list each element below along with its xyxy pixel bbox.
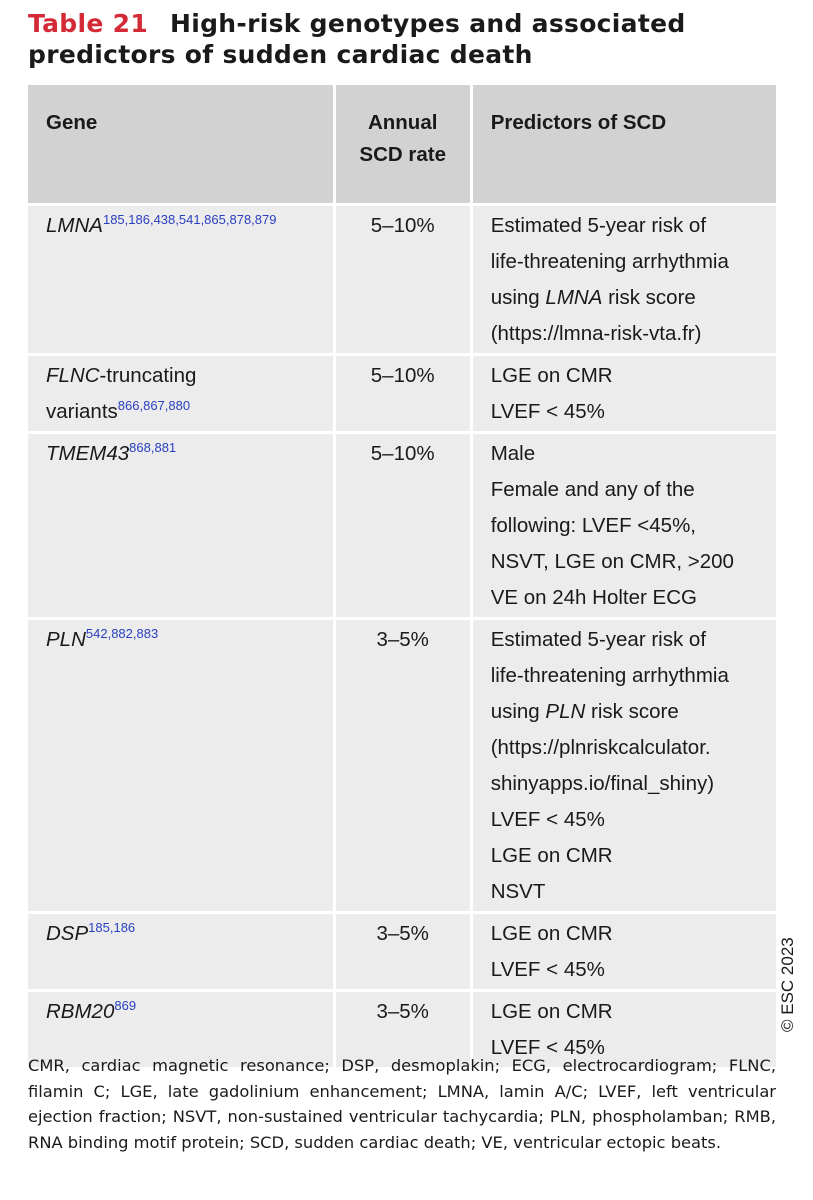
predictor-line: LGE on CMR (490, 364, 613, 387)
rate-cell: 5–10% (335, 206, 470, 353)
predictor-line: LVEF < 45% (490, 808, 605, 831)
references: 185,186 (88, 920, 136, 935)
table-row: TMEM43868,881 5–10% Male Female and any of … (28, 434, 776, 617)
rate-cell: 5–10% (335, 434, 470, 617)
predictor-line: (https://lmna-risk-vta.fr) (490, 322, 702, 345)
footnote: CMR, cardiac magnetic resonance; DSP, de… (28, 1056, 776, 1152)
predictor-line: Female and any of the (490, 478, 695, 501)
copyright: © ESC 2023 (778, 937, 797, 1032)
gene-cell: FLNC-truncating variants866,867,880 (28, 356, 333, 431)
predictor-line: LVEF < 45% (490, 400, 605, 423)
predictor-line: using LMNA risk score (491, 280, 758, 316)
gene-cell: TMEM43868,881 (28, 434, 333, 617)
references: 542,882,883 (85, 626, 159, 641)
genotype-table: Gene Annual SCD rate Predictors of SCD L… (25, 82, 779, 1070)
gene-cell: RBM20869 (28, 992, 333, 1067)
predictors-cell: LGE on CMR LVEF < 45% (472, 914, 776, 989)
predictors-cell: LGE on CMR LVEF < 45% (472, 992, 776, 1067)
table-body: LMNA185,186,438,541,865,878,879 5–10% Esti… (28, 206, 776, 1067)
references: 869 (114, 998, 137, 1013)
title-text: High-risk genotypes and associated predi… (28, 9, 686, 69)
table-row: PLN542,882,883 3–5% Estimated 5-year risk … (28, 620, 776, 911)
predictors-cell: Estimated 5-year risk of life-threatening… (472, 206, 776, 353)
header-cell: Annual SCD rate (335, 85, 470, 203)
predictor-line: Estimated 5-year risk of (490, 628, 707, 651)
rate-cell: 3–5% (335, 992, 470, 1067)
predictors-cell: Estimated 5-year risk of life-threatening… (472, 620, 776, 911)
predictor-line: using PLN risk score (491, 694, 758, 730)
rate-cell: 3–5% (335, 914, 470, 989)
predictor-segment: risk score (602, 286, 696, 309)
predictor-segment: using (490, 286, 546, 309)
predictor-segment: LMNA (545, 286, 603, 309)
predictor-line: LGE on CMR (490, 844, 613, 867)
references: 866,867,880 (117, 398, 191, 413)
table-label: Table 21 (28, 9, 149, 38)
table-row: DSP185,186 3–5% LGE on CMR LVEF < 45% (28, 914, 776, 989)
predictor-segment: using (490, 700, 546, 723)
header-row: Gene Annual SCD rate Predictors of SCD (28, 85, 776, 203)
predictor-line: LVEF < 45% (490, 1036, 605, 1059)
gene-name: FLNC (46, 364, 100, 387)
references: 868,881 (129, 440, 177, 455)
predictor-line: NSVT, LGE on CMR, >200 (490, 550, 734, 573)
predictor-line: VE on 24h Holter ECG (490, 586, 697, 609)
gene-name: RBM20 (46, 1000, 115, 1023)
table-row: FLNC-truncating variants866,867,880 5–10%… (28, 356, 776, 431)
predictor-line: LVEF < 45% (490, 958, 605, 981)
gene-cell: LMNA185,186,438,541,865,878,879 (28, 206, 333, 353)
predictor-segment: PLN (545, 700, 586, 723)
predictor-line: LGE on CMR (490, 922, 613, 945)
rate-cell: 5–10% (335, 356, 470, 431)
table-row: LMNA185,186,438,541,865,878,879 5–10% Esti… (28, 206, 776, 353)
predictors-cell: Male Female and any of the following: LVEF… (472, 434, 776, 617)
gene-name: LMNA (46, 214, 103, 237)
predictor-line: shinyapps.io/final_shiny) (490, 772, 715, 795)
header-cell: Gene (28, 85, 333, 203)
references: 185,186,438,541,865,878,879 (102, 212, 277, 227)
rate-cell: 3–5% (335, 620, 470, 911)
predictor-line: (https://plnriskcalculator. (490, 736, 711, 759)
gene-name: TMEM43 (46, 442, 130, 465)
gene-suffix: -truncating variants (46, 364, 197, 423)
predictors-cell: LGE on CMR LVEF < 45% (472, 356, 776, 431)
predictor-line: life-threatening arrhythmia (490, 250, 729, 273)
predictor-line: Male (490, 442, 536, 465)
predictor-line: NSVT (490, 880, 546, 903)
predictor-line: life-threatening arrhythmia (490, 664, 729, 687)
gene-cell: DSP185,186 (28, 914, 333, 989)
predictor-line: following: LVEF <45%, (490, 514, 697, 537)
header-cell: Predictors of SCD (472, 85, 776, 203)
predictor-line: Estimated 5-year risk of (490, 214, 707, 237)
table-row: RBM20869 3–5% LGE on CMR LVEF < 45% (28, 992, 776, 1067)
gene-name: DSP (46, 922, 89, 945)
predictor-line: LGE on CMR (490, 1000, 613, 1023)
table-title: Table 21 High-risk genotypes and associat… (28, 8, 778, 70)
predictor-segment: risk score (585, 700, 679, 723)
gene-cell: PLN542,882,883 (28, 620, 333, 911)
gene-name: PLN (46, 628, 86, 651)
